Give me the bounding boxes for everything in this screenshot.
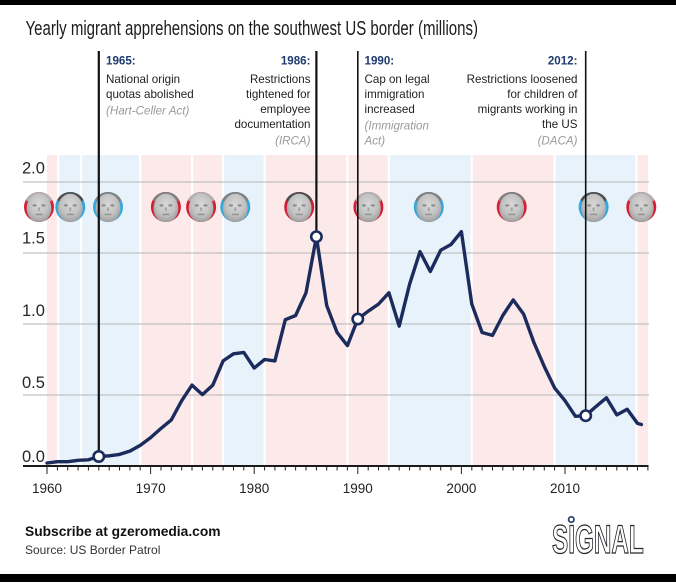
svg-text:0.5: 0.5 (22, 374, 45, 392)
svg-text:1980: 1980 (239, 481, 269, 496)
svg-text:immigration: immigration (365, 88, 425, 101)
svg-text:1960: 1960 (32, 481, 62, 496)
svg-text:(Hart-Celler Act): (Hart-Celler Act) (106, 105, 189, 118)
svg-text:(DACA): (DACA) (538, 135, 578, 148)
svg-text:quotas abolished: quotas abolished (106, 88, 194, 101)
svg-text:(Immigration: (Immigration (365, 120, 429, 133)
svg-text:1.5: 1.5 (22, 230, 45, 248)
svg-text:increased: increased (365, 103, 415, 116)
svg-text:Act): Act) (364, 135, 386, 148)
svg-text:1.0: 1.0 (22, 302, 45, 320)
svg-text:the US: the US (542, 118, 578, 131)
svg-text:Restrictions loosened: Restrictions loosened (467, 73, 578, 86)
svg-text:1990: 1990 (343, 481, 373, 496)
svg-text:Restrictions: Restrictions (250, 73, 311, 86)
svg-text:Cap on legal: Cap on legal (365, 73, 430, 86)
svg-text:0.0: 0.0 (22, 448, 45, 466)
svg-text:1965:: 1965: (106, 55, 136, 68)
svg-text:1990:: 1990: (365, 55, 395, 68)
svg-text:2000: 2000 (446, 481, 476, 496)
svg-text:2010: 2010 (550, 481, 580, 496)
svg-text:(IRCA): (IRCA) (275, 135, 311, 148)
svg-text:for children of: for children of (507, 88, 578, 101)
svg-text:SIGNAL: SIGNAL (552, 518, 644, 562)
svg-text:Subscribe at gzeromedia.com: Subscribe at gzeromedia.com (25, 524, 221, 539)
svg-text:1986:: 1986: (281, 55, 311, 68)
svg-text:Yearly migrant apprehensions o: Yearly migrant apprehensions on the sout… (26, 17, 479, 40)
svg-text:1970: 1970 (136, 481, 166, 496)
svg-text:2.0: 2.0 (22, 159, 45, 177)
svg-text:employee: employee (260, 103, 310, 116)
svg-text:migrants working in: migrants working in (478, 103, 578, 116)
svg-text:documentation: documentation (234, 118, 310, 131)
svg-text:National origin: National origin (106, 73, 180, 86)
svg-text:tightened for: tightened for (246, 88, 311, 101)
svg-text:Source: US Border Patrol: Source: US Border Patrol (25, 543, 160, 557)
svg-text:2012:: 2012: (548, 55, 578, 68)
